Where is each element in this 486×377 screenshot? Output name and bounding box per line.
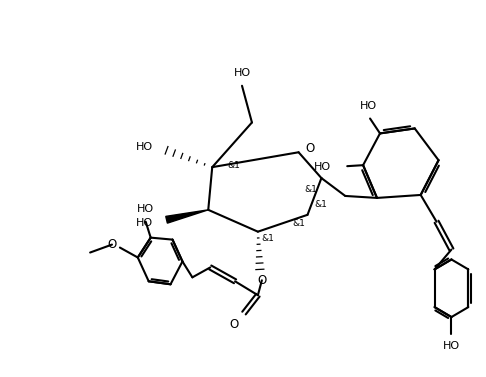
- Text: O: O: [107, 238, 117, 251]
- Text: O: O: [257, 274, 266, 287]
- Text: &1: &1: [305, 185, 317, 195]
- Text: HO: HO: [136, 142, 153, 152]
- Text: HO: HO: [360, 101, 377, 110]
- Text: HO: HO: [314, 162, 331, 172]
- Text: O: O: [229, 319, 239, 331]
- Text: HO: HO: [137, 204, 154, 214]
- Text: &1: &1: [293, 219, 306, 228]
- Text: &1: &1: [227, 161, 240, 170]
- Text: O: O: [306, 142, 315, 155]
- Text: &1: &1: [262, 234, 275, 243]
- Text: HO: HO: [443, 341, 460, 351]
- Text: &1: &1: [314, 201, 328, 209]
- Polygon shape: [166, 210, 208, 223]
- Text: HO: HO: [136, 218, 153, 228]
- Text: HO: HO: [233, 68, 251, 78]
